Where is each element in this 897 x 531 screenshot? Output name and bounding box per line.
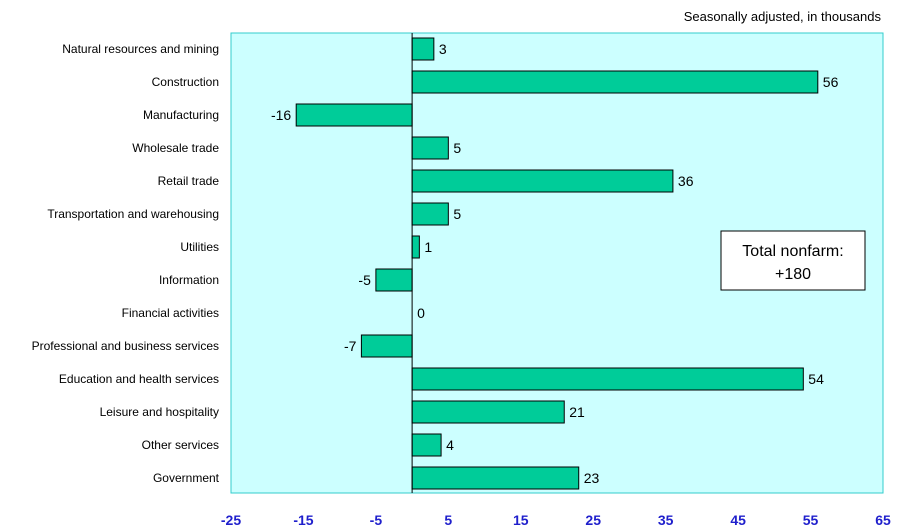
category-label-2: Manufacturing — [143, 108, 219, 122]
total-annotation-line2: +180 — [775, 266, 811, 283]
value-label-7: -5 — [358, 272, 371, 288]
value-label-5: 5 — [453, 206, 461, 222]
x-tick-label-7: 45 — [730, 512, 746, 528]
bar-11 — [411, 400, 565, 424]
value-label-11: 21 — [569, 404, 585, 420]
category-label-1: Construction — [152, 75, 219, 89]
bar-5 — [411, 202, 449, 226]
bar-12 — [411, 433, 442, 457]
bar-6 — [411, 235, 420, 259]
x-tick-label-4: 15 — [513, 512, 529, 528]
bar-3 — [411, 136, 449, 160]
bar-9 — [360, 334, 413, 358]
category-label-4: Retail trade — [158, 174, 220, 188]
bar-13 — [411, 466, 580, 490]
total-annotation-line1: Total nonfarm: — [742, 243, 843, 260]
x-tick-label-5: 25 — [585, 512, 601, 528]
value-label-4: 36 — [678, 173, 694, 189]
bar-1 — [411, 70, 819, 94]
value-label-10: 54 — [808, 371, 824, 387]
value-label-2: -16 — [271, 107, 291, 123]
bar-0 — [411, 37, 435, 61]
total-annotation-box — [720, 230, 866, 291]
x-tick-label-0: -25 — [221, 512, 241, 528]
x-tick-label-6: 35 — [658, 512, 674, 528]
bar-4 — [411, 169, 674, 193]
x-tick-label-8: 55 — [803, 512, 819, 528]
value-labels: 3 56 -16 5 36 5 1 -5 0 -7 54 21 4 23 — [271, 41, 839, 486]
value-label-0: 3 — [439, 41, 447, 57]
value-label-9: -7 — [344, 338, 357, 354]
bar-2 — [295, 103, 413, 127]
x-tick-label-9: 65 — [875, 512, 891, 528]
value-label-6: 1 — [424, 239, 432, 255]
category-label-8: Financial activities — [122, 306, 219, 320]
category-label-6: Utilities — [180, 240, 219, 254]
category-label-0: Natural resources and mining — [62, 42, 219, 56]
value-label-12: 4 — [446, 437, 454, 453]
x-tick-label-2: -5 — [370, 512, 383, 528]
total-annotation: Total nonfarm: +180 — [720, 230, 866, 291]
category-label-13: Government — [153, 471, 220, 485]
x-tick-labels: -25 -15 -5 5 15 25 35 45 55 65 — [221, 512, 891, 528]
category-label-11: Leisure and hospitality — [100, 405, 219, 419]
value-label-13: 23 — [584, 470, 600, 486]
category-label-9: Professional and business services — [32, 339, 219, 353]
category-label-7: Information — [159, 273, 219, 287]
chart-note: Seasonally adjusted, in thousands — [684, 9, 882, 24]
value-label-1: 56 — [823, 74, 839, 90]
value-label-3: 5 — [453, 140, 461, 156]
x-tick-label-3: 5 — [444, 512, 452, 528]
bar-10 — [411, 367, 804, 391]
category-labels: Natural resources and mining Construction… — [32, 42, 220, 485]
x-tick-label-1: -15 — [293, 512, 313, 528]
category-label-5: Transportation and warehousing — [47, 207, 219, 221]
bar-7 — [375, 268, 413, 292]
category-label-10: Education and health services — [59, 372, 219, 386]
category-label-12: Other services — [142, 438, 219, 452]
category-label-3: Wholesale trade — [132, 141, 219, 155]
value-label-8: 0 — [417, 305, 425, 321]
